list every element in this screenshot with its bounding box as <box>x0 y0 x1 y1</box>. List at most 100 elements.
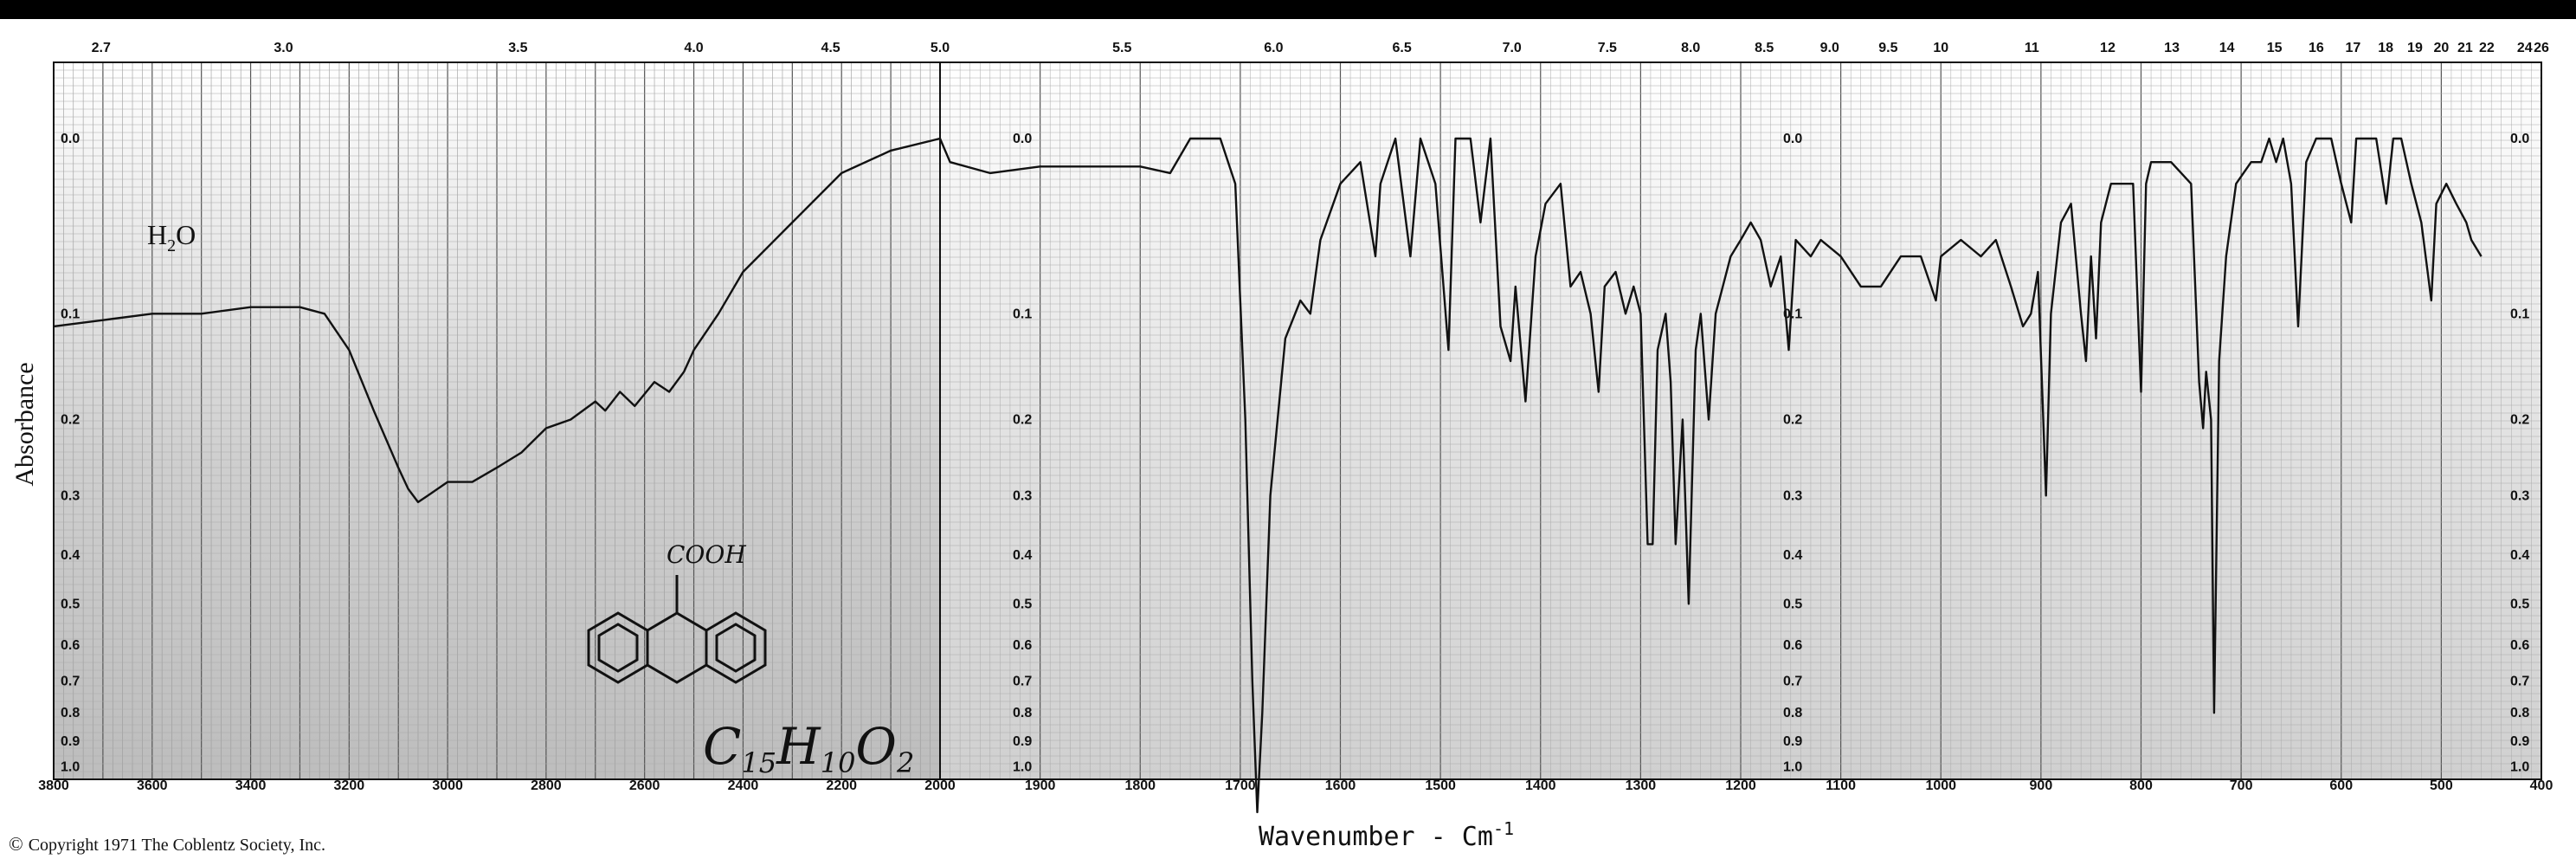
y-tick-label: 0.3 <box>1013 488 1032 503</box>
x-tick-label-micron: 24 <box>2517 41 2533 55</box>
x-tick-label-micron: 9.5 <box>1878 41 1897 55</box>
y-tick-label: 0.4 <box>2510 548 2529 563</box>
y-tick-label: 0.0 <box>1013 132 1032 146</box>
x-tick-label-micron: 3.5 <box>508 41 527 55</box>
x-tick-label: 2000 <box>924 778 956 793</box>
y-tick-label: 0.9 <box>61 734 80 749</box>
y-tick-label: 0.1 <box>61 307 80 321</box>
y-tick-label: 0.2 <box>2510 413 2529 428</box>
x-tick-label-micron: 12 <box>2100 41 2116 55</box>
x-tick-label-micron: 11 <box>2025 41 2039 55</box>
copyright-text: Copyright 1971 The Coblentz Society, Inc… <box>28 836 325 855</box>
y-tick-label: 0.2 <box>1013 413 1032 428</box>
x-tick-label: 1600 <box>1325 778 1356 793</box>
x-tick-label: 600 <box>2329 778 2353 793</box>
x-tick-label: 1700 <box>1225 778 1256 793</box>
x-tick-label-micron: 26 <box>2534 41 2549 55</box>
formula-label: C15H10O2 <box>703 717 914 779</box>
x-tick-label-micron: 18 <box>2378 41 2393 55</box>
y-tick-label: 0.5 <box>2510 597 2529 611</box>
x-tick-label: 800 <box>2129 778 2153 793</box>
y-tick-label: 0.8 <box>1013 706 1032 720</box>
x-tick-label: 1900 <box>1025 778 1056 793</box>
y-tick-label: 0.3 <box>61 488 80 503</box>
y-tick-label: 0.8 <box>2510 706 2529 720</box>
y-tick-label: 0.6 <box>61 638 80 653</box>
x-tick-label-micron: 17 <box>2345 41 2360 55</box>
x-axis-ticks-microns: 2.7 3.0 3.5 4.0 4.5 5.0 5.5 6.0 6.5 7.0 7.5 8.0 8.5 9… <box>92 41 2549 55</box>
x-tick-label-micron: 8.0 <box>1681 41 1700 55</box>
y-tick-label: 0.8 <box>1783 706 1802 720</box>
x-tick-label: 1300 <box>1626 778 1657 793</box>
x-tick-label-micron: 4.0 <box>684 41 703 55</box>
y-tick-label: 0.0 <box>61 132 80 146</box>
x-tick-label-micron: 5.5 <box>1112 41 1131 55</box>
y-tick-label: 1.0 <box>61 760 80 775</box>
x-tick-label-micron: 14 <box>2219 41 2235 55</box>
copyright-symbol: © <box>9 833 23 855</box>
grid <box>53 61 2542 780</box>
x-tick-label-micron: 4.5 <box>821 41 840 55</box>
y-tick-label: 0.9 <box>2510 734 2529 749</box>
x-tick-label: 2600 <box>629 778 660 793</box>
x-tick-label: 500 <box>2430 778 2453 793</box>
series-line <box>53 137 2483 814</box>
y-tick-label: 0.5 <box>1013 597 1032 611</box>
y-tick-label: 0.7 <box>61 675 80 689</box>
x-tick-label-micron: 5.0 <box>931 41 950 55</box>
x-tick-label-micron: 16 <box>2309 41 2324 55</box>
y-tick-label: 0.9 <box>1783 734 1802 749</box>
y-tick-label: 0.3 <box>2510 488 2529 503</box>
y-tick-label: 0.6 <box>1783 638 1802 653</box>
y-tick-label: 0.6 <box>1013 638 1032 653</box>
x-tick-label: 2800 <box>531 778 562 793</box>
plot-frame <box>53 61 2542 780</box>
x-tick-label-micron: 6.5 <box>1393 41 1412 55</box>
x-tick-label: 3200 <box>334 778 365 793</box>
x-tick-label-micron: 7.0 <box>1503 41 1522 55</box>
y-tick-label: 0.7 <box>1783 675 1802 689</box>
y-tick-label: 0.1 <box>1013 307 1032 321</box>
x-tick-label-micron: 8.5 <box>1755 41 1774 55</box>
copyright-notice: © Copyright 1971 The Coblentz Society, In… <box>9 833 325 856</box>
x-tick-label-micron: 19 <box>2407 41 2423 55</box>
y-tick-label: 0.7 <box>1013 675 1032 689</box>
x-tick-label: 1800 <box>1124 778 1156 793</box>
y-tick-label: 0.2 <box>61 413 80 428</box>
y-tick-label: 0.4 <box>1783 548 1802 563</box>
y-tick-label: 0.3 <box>1783 488 1802 503</box>
x-tick-label: 3400 <box>235 778 267 793</box>
water-label: H2O <box>147 219 196 255</box>
structure-drawing <box>587 575 767 684</box>
x-tick-label-micron: 10 <box>1933 41 1948 55</box>
y-tick-label: 0.6 <box>2510 638 2529 653</box>
x-tick-label-micron: 9.0 <box>1820 41 1839 55</box>
x-tick-label-micron: 3.0 <box>274 41 293 55</box>
x-tick-label: 700 <box>2230 778 2253 793</box>
x-tick-label: 3800 <box>38 778 69 793</box>
top-black-bar <box>0 0 2576 19</box>
y-tick-label: 0.4 <box>1013 548 1032 563</box>
y-tick-label: 1.0 <box>2510 760 2529 775</box>
y-tick-label: 1.0 <box>1013 760 1032 775</box>
y-tick-label: 1.0 <box>1783 760 1802 775</box>
x-tick-label: 1000 <box>1925 778 1956 793</box>
y-tick-label: 0.1 <box>2510 307 2529 321</box>
x-tick-label: 1400 <box>1525 778 1556 793</box>
y-tick-label: 0.0 <box>2510 132 2529 146</box>
x-tick-label-micron: 15 <box>2267 41 2283 55</box>
x-tick-label-micron: 6.0 <box>1264 41 1283 55</box>
x-tick-label-micron: 21 <box>2457 41 2473 55</box>
x-tick-label-micron: 7.5 <box>1598 41 1617 55</box>
x-axis-label: Wavenumber - Cm-1 <box>1259 818 1514 852</box>
x-tick-label: 1200 <box>1725 778 1756 793</box>
x-tick-label-micron: 13 <box>2164 41 2180 55</box>
x-tick-label: 1500 <box>1425 778 1456 793</box>
y-tick-label: 0.4 <box>61 548 80 563</box>
x-tick-label: 2200 <box>826 778 857 793</box>
y-axis-ticks: 0.0 0.0 0.0 0.0 0.1 0.1 0.1 0.1 0.2 0.2 0.2 0.2 0.3 0… <box>61 132 2529 775</box>
x-tick-label: 3600 <box>137 778 168 793</box>
y-axis-label: Absorbance <box>10 362 39 486</box>
y-tick-label: 0.5 <box>1783 597 1802 611</box>
